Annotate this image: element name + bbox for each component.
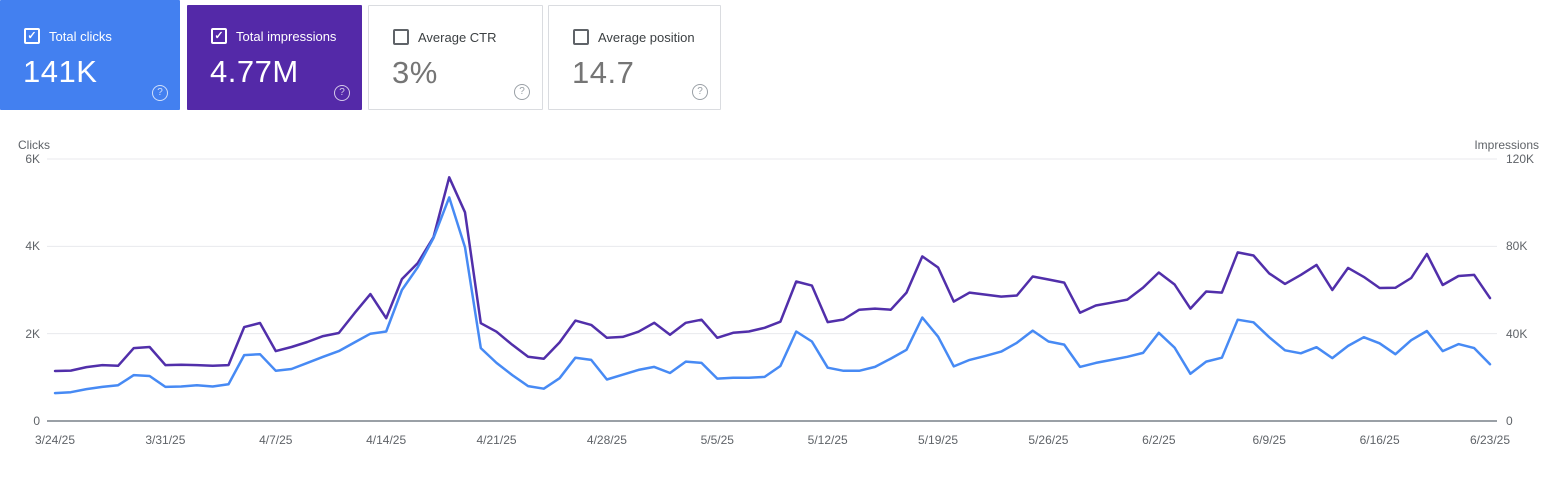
y-tick-right: 120K xyxy=(1506,152,1535,166)
x-tick-label: 5/26/25 xyxy=(1028,433,1069,447)
card-label: Total impressions xyxy=(236,28,337,44)
card-total-impressions[interactable]: ✓ Total impressions 4.77M ? xyxy=(187,5,362,110)
x-tick-label: 5/12/25 xyxy=(807,433,848,447)
y-tick-left: 4K xyxy=(25,239,40,253)
x-tick-label: 6/16/25 xyxy=(1359,433,1400,447)
checkbox-unchecked-icon[interactable] xyxy=(393,29,409,45)
card-value: 4.77M xyxy=(210,54,299,89)
x-tick-label: 4/7/25 xyxy=(259,433,293,447)
x-tick-label: 4/14/25 xyxy=(366,433,407,447)
x-tick-label: 3/31/25 xyxy=(145,433,186,447)
metric-cards-row: ✓ Total clicks 141K ? ✓ Total impression… xyxy=(0,0,1556,111)
y-tick-right: 0 xyxy=(1506,414,1513,428)
help-icon[interactable]: ? xyxy=(514,84,530,100)
help-icon[interactable]: ? xyxy=(692,84,708,100)
card-value: 141K xyxy=(23,54,98,89)
x-axis-labels: 3/24/25 3/31/25 4/7/25 4/14/25 4/21/25 4/28/2… xyxy=(0,433,1556,453)
series-line-total-clicks xyxy=(53,196,1492,395)
card-label: Average position xyxy=(598,29,695,45)
y-tick-right: 40K xyxy=(1506,327,1528,341)
card-average-ctr[interactable]: Average CTR 3% ? xyxy=(368,5,543,110)
help-icon[interactable]: ? xyxy=(152,85,168,101)
checkbox-checked-icon[interactable]: ✓ xyxy=(24,28,40,44)
x-tick-label: 3/24/25 xyxy=(34,433,76,447)
left-axis-title: Clicks xyxy=(18,138,50,152)
y-tick-left: 0 xyxy=(33,414,40,428)
x-tick-label: 6/9/25 xyxy=(1252,433,1286,447)
x-tick-label: 5/19/25 xyxy=(918,433,959,447)
checkbox-unchecked-icon[interactable] xyxy=(573,29,589,45)
y-tick-left: 6K xyxy=(25,152,40,166)
card-value: 3% xyxy=(392,55,438,90)
y-tick-left: 2K xyxy=(25,327,40,341)
y-tick-right: 80K xyxy=(1506,239,1528,253)
x-tick-label: 6/2/25 xyxy=(1142,433,1176,447)
card-value: 14.7 xyxy=(572,55,635,90)
x-tick-label: 5/5/25 xyxy=(700,433,734,447)
chart-plot-area[interactable] xyxy=(0,111,1556,477)
card-label: Total clicks xyxy=(49,28,112,44)
card-label: Average CTR xyxy=(418,29,497,45)
performance-chart[interactable]: Clicks Impressions 6K 4K 2K 0 120K 80K 4… xyxy=(0,111,1556,477)
help-icon[interactable]: ? xyxy=(334,85,350,101)
x-tick-label: 4/28/25 xyxy=(586,433,627,447)
card-total-clicks[interactable]: ✓ Total clicks 141K ? xyxy=(0,0,180,110)
series-line-total-impressions xyxy=(53,176,1492,373)
x-tick-label: 6/23/25 xyxy=(1469,433,1511,447)
x-tick-label: 4/21/25 xyxy=(476,433,517,447)
checkbox-checked-icon[interactable]: ✓ xyxy=(211,28,227,44)
right-axis-title: Impressions xyxy=(1474,138,1539,152)
card-average-position[interactable]: Average position 14.7 ? xyxy=(548,5,721,110)
